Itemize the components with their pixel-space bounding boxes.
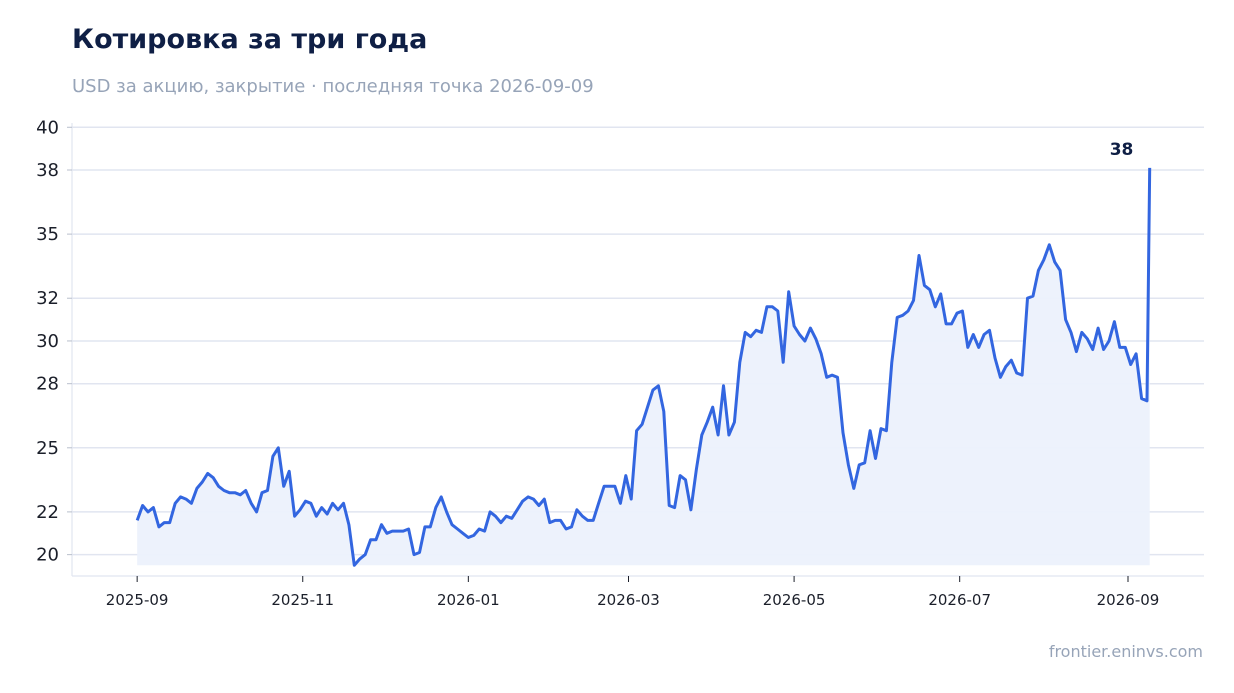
y-tick-label: 38 (36, 160, 59, 181)
x-tick-label: 2026-01 (437, 591, 500, 609)
y-tick-label: 20 (36, 545, 59, 566)
y-tick-label: 30 (36, 331, 59, 352)
chart-title: Котировка за три года (72, 24, 428, 55)
last-value-label: 38 (1110, 140, 1134, 160)
x-tick-label: 2025-11 (271, 591, 334, 609)
chart-subtitle: USD за акцию, закрытие · последняя точка… (72, 76, 594, 97)
series-area (137, 167, 1150, 566)
x-tick-label: 2026-03 (597, 591, 660, 609)
x-tick-label: 2025-09 (106, 591, 169, 609)
y-tick-label: 40 (36, 117, 59, 138)
y-tick-label: 22 (36, 502, 59, 523)
series-line (135, 167, 1152, 567)
y-tick-label: 32 (36, 288, 59, 309)
y-axis-ticks: 20 22 25 28 30 32 35 38 40 (36, 117, 72, 566)
y-tick-label: 25 (36, 438, 59, 459)
x-tick-label: 2026-09 (1097, 591, 1160, 609)
axes (71, 123, 1204, 577)
source-credit: frontier.eninvs.com (1048, 642, 1203, 661)
x-tick-label: 2026-05 (763, 591, 826, 609)
x-axis-ticks: 2025-09 2025-11 2026-01 2026-03 2026-05 2026-… (106, 576, 1160, 609)
y-tick-label: 35 (36, 224, 59, 245)
y-tick-label: 28 (36, 374, 59, 395)
x-tick-label: 2026-07 (928, 591, 991, 609)
